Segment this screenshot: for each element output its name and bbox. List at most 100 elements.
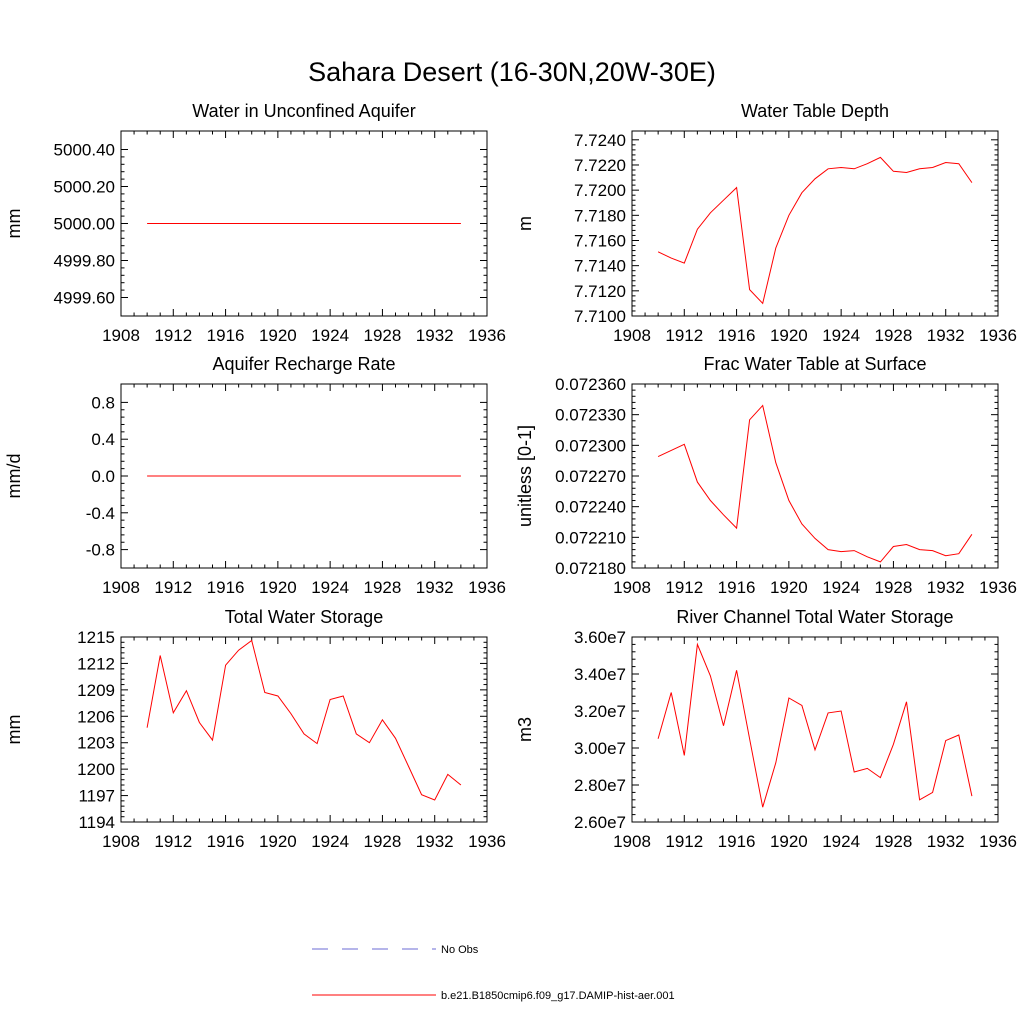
x-tick-label: 1908: [613, 326, 651, 345]
x-tick-label: 1928: [875, 578, 913, 597]
x-tick-label: 1932: [416, 326, 454, 345]
x-tick-label: 1920: [259, 578, 297, 597]
x-tick-label: 1920: [259, 832, 297, 851]
y-tick-label: 5000.40: [54, 141, 115, 160]
legend-label-model-run: b.e21.B1850cmip6.f09_g17.DAMIP-hist-aer.…: [441, 990, 675, 1002]
y-tick-label: 2.80e7: [574, 776, 626, 795]
legend-item-no-obs: No Obs: [312, 944, 479, 956]
y-tick-label: 1203: [77, 734, 115, 753]
y-tick-label: 0.072240: [555, 498, 626, 517]
panel-title: Frac Water Table at Surface: [703, 354, 926, 374]
y-tick-label: 3.20e7: [574, 702, 626, 721]
panel-frac-water-table-at-surface: Frac Water Table at Surface 1908 1912 1916 1…: [515, 354, 1017, 597]
panel-water-in-unconfined-aquifer: Water in Unconfined Aquifer 1908 1912 1916 1…: [4, 101, 506, 345]
x-tick-label: 1936: [979, 832, 1017, 851]
y-axis-label: mm/d: [4, 454, 24, 499]
series-line: [657, 404, 973, 563]
y-tick-label: 0.072300: [555, 436, 626, 455]
y-axis-label: unitless [0-1]: [515, 425, 535, 527]
panel-river-channel-total-water-storage: River Channel Total Water Storage 1908 191…: [515, 607, 1017, 851]
x-tick-label: 1924: [311, 326, 349, 345]
y-tick-label: 1200: [77, 760, 115, 779]
x-tick-label: 1916: [207, 832, 245, 851]
y-tick-label: 1194: [78, 813, 115, 832]
x-tick-label: 1916: [207, 578, 245, 597]
x-tick-label: 1908: [102, 326, 140, 345]
x-tick-label: 1912: [665, 326, 703, 345]
x-tick-label: 1924: [822, 578, 860, 597]
y-tick-label: 1197: [78, 787, 115, 806]
x-tick-label: 1928: [875, 832, 913, 851]
y-tick-label: 7.7100: [574, 307, 626, 326]
legend: No Obs b.e21.B1850cmip6.f09_g17.DAMIP-hi…: [312, 944, 675, 1002]
x-tick-label: 1912: [154, 832, 192, 851]
x-tick-label: 1936: [979, 326, 1017, 345]
y-tick-label: -0.4: [86, 504, 115, 523]
x-tick-label: 1920: [770, 578, 808, 597]
panel-title: River Channel Total Water Storage: [676, 607, 953, 627]
panel-title: Water in Unconfined Aquifer: [192, 101, 415, 121]
y-tick-label: 5000.20: [54, 178, 115, 197]
x-tick-label: 1924: [311, 832, 349, 851]
y-tick-label: 3.60e7: [574, 628, 626, 647]
legend-item-model-run: b.e21.B1850cmip6.f09_g17.DAMIP-hist-aer.…: [312, 990, 675, 1002]
y-tick-label: 1215: [77, 628, 115, 647]
x-tick-label: 1928: [875, 326, 913, 345]
x-tick-label: 1916: [718, 326, 756, 345]
y-tick-label: 7.7160: [574, 231, 626, 250]
y-tick-label: 0.0: [91, 467, 115, 486]
y-tick-label: 7.7180: [574, 206, 626, 225]
series-line: [146, 639, 462, 801]
series-line: [657, 156, 973, 305]
x-tick-label: 1928: [364, 578, 402, 597]
y-tick-label: 0.8: [91, 393, 115, 412]
y-tick-label: 0.072180: [555, 559, 626, 578]
x-tick-label: 1920: [770, 832, 808, 851]
x-tick-label: 1924: [822, 326, 860, 345]
y-tick-label: 2.60e7: [574, 813, 626, 832]
x-tick-label: 1932: [927, 832, 965, 851]
y-tick-label: 4999.80: [54, 252, 115, 271]
x-tick-label: 1912: [665, 578, 703, 597]
y-tick-label: 4999.60: [54, 289, 115, 308]
x-tick-label: 1932: [927, 326, 965, 345]
panel-title: Water Table Depth: [741, 101, 889, 121]
y-tick-label: 1206: [77, 707, 115, 726]
y-axis-label: mm: [4, 715, 24, 745]
x-tick-label: 1936: [468, 578, 506, 597]
x-tick-label: 1928: [364, 832, 402, 851]
y-tick-label: 0.4: [91, 430, 115, 449]
y-axis-label: m: [515, 216, 535, 231]
x-tick-label: 1936: [979, 578, 1017, 597]
y-tick-label: 7.7200: [574, 181, 626, 200]
legend-label-no-obs: No Obs: [441, 944, 479, 956]
y-axis-label: mm: [4, 209, 24, 239]
x-tick-label: 1908: [102, 578, 140, 597]
y-tick-label: 5000.00: [54, 215, 115, 234]
y-tick-label: 0.072270: [555, 467, 626, 486]
x-tick-label: 1916: [718, 578, 756, 597]
x-tick-label: 1920: [770, 326, 808, 345]
x-tick-label: 1932: [416, 832, 454, 851]
x-tick-label: 1936: [468, 326, 506, 345]
x-tick-label: 1916: [207, 326, 245, 345]
y-tick-label: 1212: [77, 654, 115, 673]
panel-title: Aquifer Recharge Rate: [212, 354, 395, 374]
x-tick-label: 1916: [718, 832, 756, 851]
x-tick-label: 1928: [364, 326, 402, 345]
y-tick-label: 1209: [77, 681, 115, 700]
x-tick-label: 1912: [665, 832, 703, 851]
x-tick-label: 1912: [154, 326, 192, 345]
panel-title: Total Water Storage: [225, 607, 383, 627]
y-tick-label: 3.00e7: [574, 739, 626, 758]
panel-total-water-storage: Total Water Storage 1908 1912 1916 1920 1924 1…: [4, 607, 506, 851]
x-tick-label: 1936: [468, 832, 506, 851]
x-tick-label: 1932: [927, 578, 965, 597]
y-tick-label: 7.7220: [574, 156, 626, 175]
x-tick-label: 1912: [154, 578, 192, 597]
x-tick-label: 1908: [613, 578, 651, 597]
y-tick-label: 7.7120: [574, 282, 626, 301]
y-tick-label: 3.40e7: [574, 665, 626, 684]
y-tick-label: 7.7140: [574, 257, 626, 276]
